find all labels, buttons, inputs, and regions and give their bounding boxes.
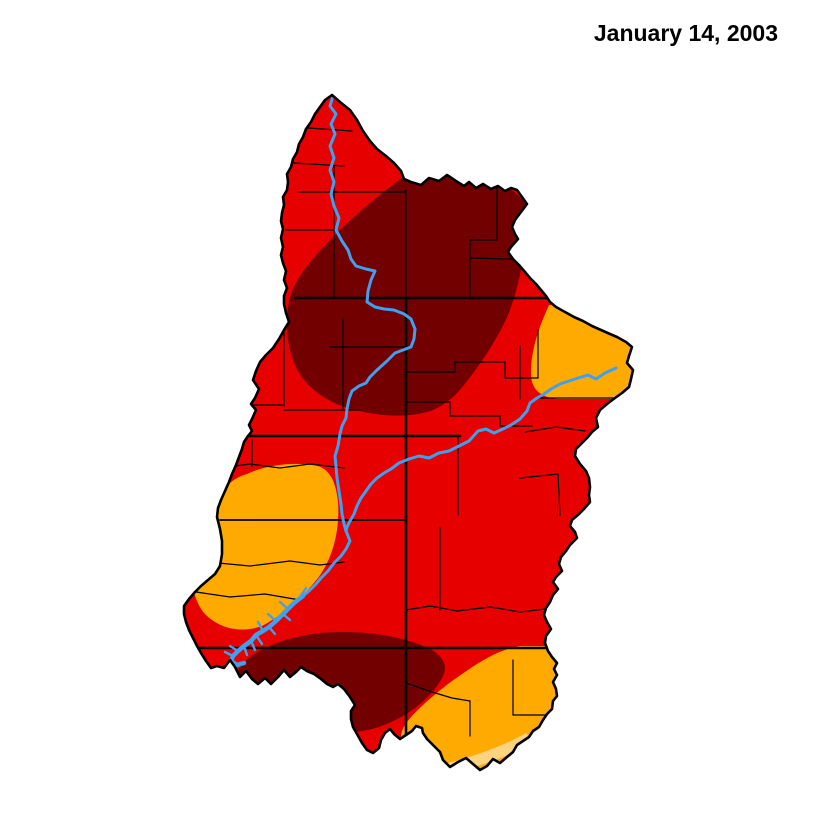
river-tributary-east [344, 366, 618, 533]
drought-area-moderate-east [530, 305, 633, 399]
county-boundary-lines [195, 127, 627, 737]
river-lower-reach [301, 529, 352, 598]
lake-branches [223, 586, 308, 670]
date-label: January 14, 2003 [593, 20, 778, 46]
drought-area-moderate-west [191, 463, 339, 630]
basin-outline [182, 93, 635, 772]
rivers [223, 95, 618, 670]
drought-area-extreme-north [286, 160, 528, 416]
river-main-stem [328, 95, 417, 533]
state-boundary-lines [196, 296, 552, 765]
